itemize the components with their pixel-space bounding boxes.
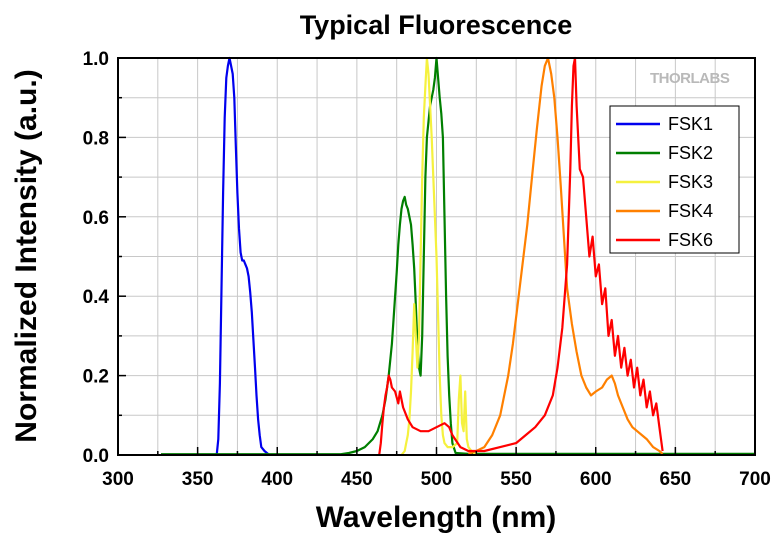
x-tick-label: 400 <box>261 469 293 490</box>
series-layer <box>161 56 755 456</box>
x-axis-label: Wavelength (nm) <box>316 501 557 534</box>
y-axis-label: Normalized Intensity (a.u.) <box>10 69 43 442</box>
y-tick-label: 0.0 <box>83 446 109 467</box>
legend-label-fsk6: FSK6 <box>668 230 713 250</box>
x-tick-label: 550 <box>500 469 532 490</box>
x-tick-label: 300 <box>102 469 134 490</box>
thorlabs-watermark: THORLABS <box>650 70 730 87</box>
y-tick-label: 1.0 <box>83 49 109 70</box>
x-tick-label: 650 <box>660 469 692 490</box>
y-tick-label: 0.4 <box>83 287 110 308</box>
legend-label-fsk4: FSK4 <box>668 201 713 221</box>
x-tick-label: 500 <box>421 469 453 490</box>
series-line-fsk4 <box>468 56 664 455</box>
legend: FSK1 FSK2 FSK3 FSK4 FSK6 <box>609 105 740 254</box>
series-line-fsk3 <box>400 56 478 456</box>
x-tick-label: 700 <box>739 469 771 490</box>
series-line-fsk6 <box>378 56 664 456</box>
axis-ticks <box>117 57 756 456</box>
chart-title: Typical Fluorescence <box>300 10 573 40</box>
legend-box <box>609 105 740 254</box>
y-tick-label: 0.8 <box>83 128 109 149</box>
legend-label-fsk2: FSK2 <box>668 143 713 163</box>
x-tick-label: 350 <box>182 469 214 490</box>
x-tick-label: 600 <box>580 469 612 490</box>
y-tick-label: 0.2 <box>83 367 109 388</box>
y-tick-labels: 0.0 0.2 0.4 0.6 0.8 1.0 <box>83 49 110 467</box>
x-tick-labels: 300 350 400 450 500 550 600 650 700 <box>102 469 771 490</box>
legend-label-fsk3: FSK3 <box>668 172 713 192</box>
y-tick-label: 0.6 <box>83 208 109 229</box>
series-line-fsk1 <box>215 56 271 456</box>
x-tick-label: 450 <box>341 469 373 490</box>
legend-label-fsk1: FSK1 <box>668 114 713 134</box>
